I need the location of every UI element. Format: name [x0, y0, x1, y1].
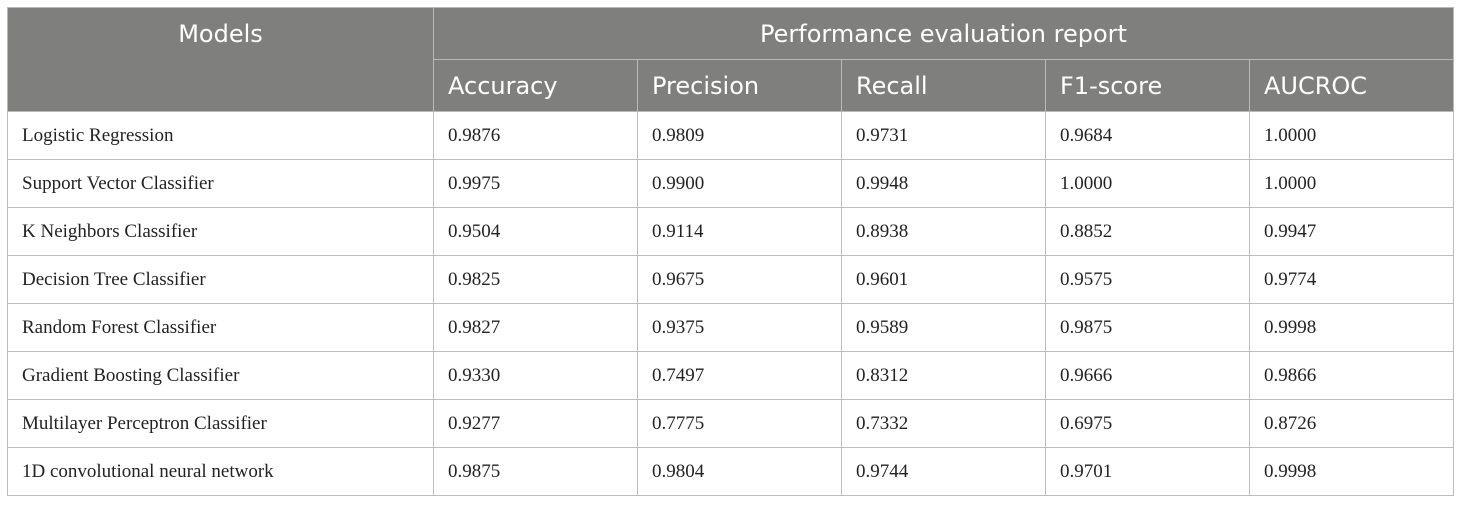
table-row: Multilayer Perceptron Classifier 0.9277 … — [7, 399, 1454, 448]
table-row: Decision Tree Classifier 0.9825 0.9675 0… — [7, 255, 1454, 304]
table-row: Gradient Boosting Classifier 0.9330 0.74… — [7, 351, 1454, 400]
metric-header-recall: Recall — [841, 59, 1046, 112]
accuracy-cell: 0.9277 — [433, 399, 638, 448]
aucroc-cell: 0.9774 — [1249, 255, 1454, 304]
recall-cell: 0.8938 — [841, 207, 1046, 256]
aucroc-cell: 0.9947 — [1249, 207, 1454, 256]
performance-group-header: Performance evaluation report — [433, 7, 1454, 60]
f1-score-cell: 0.9666 — [1045, 351, 1250, 400]
precision-cell: 0.9804 — [637, 447, 842, 496]
metric-header-aucroc: AUCROC — [1249, 59, 1454, 112]
f1-score-cell: 1.0000 — [1045, 159, 1250, 208]
f1-score-cell: 0.6975 — [1045, 399, 1250, 448]
model-name-cell: Support Vector Classifier — [7, 159, 434, 208]
recall-cell: 0.9589 — [841, 303, 1046, 352]
aucroc-cell: 0.8726 — [1249, 399, 1454, 448]
precision-cell: 0.9114 — [637, 207, 842, 256]
header-row-metrics: Accuracy Precision Recall F1-score AUCRO… — [8, 59, 1454, 112]
accuracy-cell: 0.9330 — [433, 351, 638, 400]
precision-cell: 0.7497 — [637, 351, 842, 400]
aucroc-cell: 1.0000 — [1249, 111, 1454, 160]
table-body: Logistic Regression 0.9876 0.9809 0.9731… — [7, 111, 1454, 496]
recall-cell: 0.8312 — [841, 351, 1046, 400]
accuracy-cell: 0.9825 — [433, 255, 638, 304]
f1-score-cell: 0.8852 — [1045, 207, 1250, 256]
model-name-cell: 1D convolutional neural network — [7, 447, 434, 496]
precision-cell: 0.7775 — [637, 399, 842, 448]
table-row: Logistic Regression 0.9876 0.9809 0.9731… — [7, 111, 1454, 160]
model-name-cell: Logistic Regression — [7, 111, 434, 160]
model-name-cell: Multilayer Perceptron Classifier — [7, 399, 434, 448]
recall-cell: 0.9744 — [841, 447, 1046, 496]
precision-cell: 0.9375 — [637, 303, 842, 352]
accuracy-cell: 0.9875 — [433, 447, 638, 496]
recall-cell: 0.9731 — [841, 111, 1046, 160]
metric-header-accuracy: Accuracy — [433, 59, 638, 112]
metric-header-f1-score: F1-score — [1045, 59, 1250, 112]
aucroc-cell: 1.0000 — [1249, 159, 1454, 208]
model-name-cell: Gradient Boosting Classifier — [7, 351, 434, 400]
accuracy-cell: 0.9827 — [433, 303, 638, 352]
aucroc-cell: 0.9866 — [1249, 351, 1454, 400]
accuracy-cell: 0.9876 — [433, 111, 638, 160]
table-row: Random Forest Classifier 0.9827 0.9375 0… — [7, 303, 1454, 352]
precision-cell: 0.9675 — [637, 255, 842, 304]
accuracy-cell: 0.9975 — [433, 159, 638, 208]
table-row: 1D convolutional neural network 0.9875 0… — [7, 447, 1454, 496]
f1-score-cell: 0.9875 — [1045, 303, 1250, 352]
model-name-cell: K Neighbors Classifier — [7, 207, 434, 256]
recall-cell: 0.9948 — [841, 159, 1046, 208]
precision-cell: 0.9900 — [637, 159, 842, 208]
models-column-header: Models — [7, 7, 434, 112]
model-name-cell: Random Forest Classifier — [7, 303, 434, 352]
table-row: K Neighbors Classifier 0.9504 0.9114 0.8… — [7, 207, 1454, 256]
metric-header-precision: Precision — [637, 59, 842, 112]
recall-cell: 0.7332 — [841, 399, 1046, 448]
header-row-group: Models Performance evaluation report — [7, 7, 1454, 112]
performance-table: Models Performance evaluation report Acc… — [7, 7, 1454, 496]
aucroc-cell: 0.9998 — [1249, 447, 1454, 496]
aucroc-cell: 0.9998 — [1249, 303, 1454, 352]
f1-score-cell: 0.9575 — [1045, 255, 1250, 304]
f1-score-cell: 0.9684 — [1045, 111, 1250, 160]
f1-score-cell: 0.9701 — [1045, 447, 1250, 496]
table-header: Models Performance evaluation report Acc… — [7, 7, 1454, 112]
model-name-cell: Decision Tree Classifier — [7, 255, 434, 304]
precision-cell: 0.9809 — [637, 111, 842, 160]
recall-cell: 0.9601 — [841, 255, 1046, 304]
accuracy-cell: 0.9504 — [433, 207, 638, 256]
table-row: Support Vector Classifier 0.9975 0.9900 … — [7, 159, 1454, 208]
